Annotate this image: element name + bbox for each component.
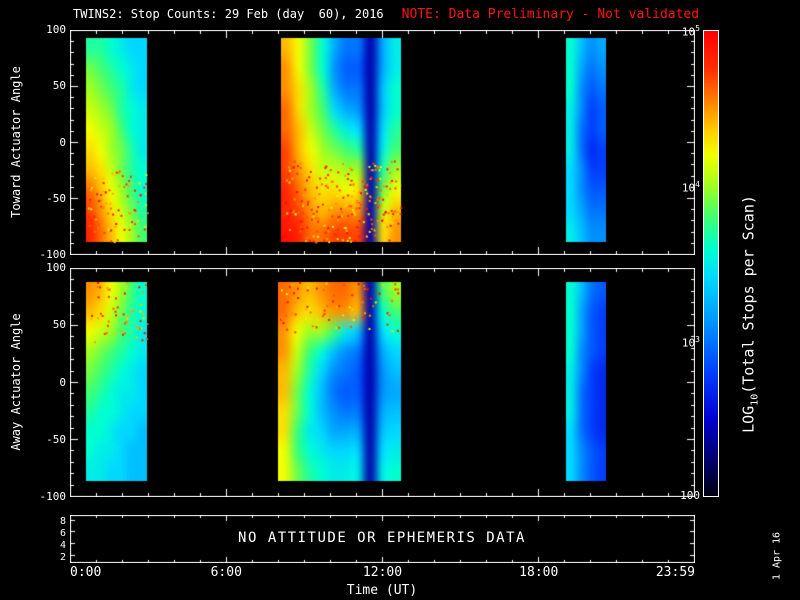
y-tick-label: -50 [36, 433, 66, 446]
spectrogram-figure: TWINS2: Stop Counts: 29 Feb (day 60), 20… [0, 0, 800, 600]
colorbar-tick-label: 100 [656, 490, 700, 502]
preliminary-note: NOTE: Data Preliminary - Not validated [402, 7, 699, 22]
y-tick-label: -50 [36, 192, 66, 205]
x-tick-label: 0:00 [70, 566, 101, 579]
x-tick-label: 12:00 [363, 566, 402, 579]
colorbar-title: LOG10(Total Stops per Scan) [740, 195, 761, 433]
y-tick-label: 0 [36, 376, 66, 389]
x-tick-label: 23:59 [656, 566, 695, 579]
y-tick-label: 50 [36, 318, 66, 331]
title-row: TWINS2: Stop Counts: 29 Feb (day 60), 20… [73, 7, 699, 22]
colorbar-tick-label: 104 [656, 179, 700, 195]
y-tick-label: 100 [36, 23, 66, 36]
colorbar-tick-label: 105 [656, 23, 700, 39]
y-tick-label: -100 [36, 248, 66, 261]
y-axis-label-away: Away Actuator Angle [9, 313, 23, 450]
y-tick-label: 100 [36, 261, 66, 274]
y-axis-label-toward: Toward Actuator Angle [9, 66, 23, 218]
heatmap-panel-away [70, 268, 695, 497]
timestamp: 1 Apr 16 [772, 532, 783, 580]
colorbar [703, 30, 719, 497]
heatmap-panel-toward [70, 30, 695, 255]
colorbar-tick-label: 103 [656, 334, 700, 350]
band-y-tick-label: 2 [44, 551, 66, 564]
y-tick-label: 50 [36, 79, 66, 92]
y-tick-label: 0 [36, 136, 66, 149]
x-tick-label: 6:00 [211, 566, 242, 579]
x-axis-title: Time (UT) [347, 583, 417, 598]
y-tick-label: -100 [36, 490, 66, 503]
plot-title: TWINS2: Stop Counts: 29 Feb (day 60), 20… [73, 7, 384, 21]
x-tick-label: 18:00 [519, 566, 558, 579]
no-data-message: NO ATTITUDE OR EPHEMERIS DATA [238, 530, 526, 546]
